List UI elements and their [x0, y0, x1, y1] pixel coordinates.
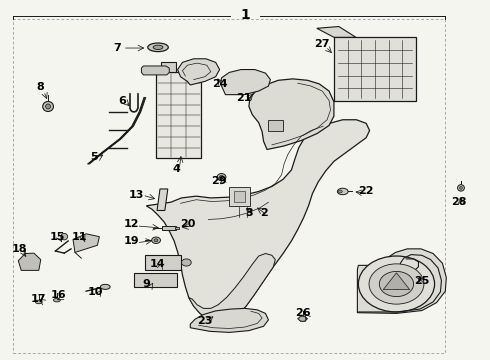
Text: 20: 20	[180, 219, 195, 229]
Text: 14: 14	[149, 259, 165, 269]
Ellipse shape	[458, 185, 465, 191]
Ellipse shape	[153, 45, 163, 49]
Text: 29: 29	[211, 176, 227, 186]
Ellipse shape	[46, 104, 50, 109]
Text: 7: 7	[113, 43, 121, 53]
Text: 2: 2	[260, 208, 268, 218]
Circle shape	[379, 271, 414, 297]
Text: 23: 23	[197, 316, 213, 325]
Text: 18: 18	[11, 244, 27, 254]
Text: 17: 17	[31, 294, 47, 304]
Ellipse shape	[152, 237, 160, 243]
Polygon shape	[156, 72, 201, 158]
Text: 22: 22	[358, 186, 374, 197]
Circle shape	[181, 259, 191, 266]
Polygon shape	[73, 234, 99, 252]
Polygon shape	[147, 120, 369, 320]
Text: 15: 15	[49, 232, 65, 242]
Text: 4: 4	[172, 164, 180, 174]
Polygon shape	[162, 226, 175, 230]
Polygon shape	[234, 192, 245, 202]
Text: 28: 28	[451, 197, 467, 207]
Ellipse shape	[43, 102, 53, 112]
Ellipse shape	[148, 43, 168, 51]
Polygon shape	[161, 62, 175, 72]
Polygon shape	[177, 59, 220, 85]
Text: 6: 6	[118, 96, 126, 106]
Polygon shape	[145, 255, 180, 270]
Text: 12: 12	[124, 219, 139, 229]
Polygon shape	[157, 189, 168, 211]
Polygon shape	[383, 273, 410, 289]
Ellipse shape	[460, 186, 463, 189]
Circle shape	[358, 256, 435, 312]
Ellipse shape	[100, 284, 110, 289]
Text: 8: 8	[36, 82, 44, 93]
Ellipse shape	[61, 233, 68, 240]
Text: 26: 26	[295, 309, 311, 318]
Text: 9: 9	[143, 279, 150, 289]
Polygon shape	[189, 253, 275, 320]
Text: 25: 25	[414, 276, 430, 286]
Polygon shape	[334, 37, 416, 101]
Ellipse shape	[220, 176, 223, 179]
Polygon shape	[229, 187, 250, 206]
Ellipse shape	[35, 300, 42, 304]
Polygon shape	[174, 226, 179, 229]
Text: 11: 11	[72, 232, 88, 242]
Polygon shape	[269, 120, 283, 131]
Text: 27: 27	[315, 40, 330, 49]
Text: 24: 24	[212, 79, 227, 89]
Text: 3: 3	[245, 208, 253, 218]
Ellipse shape	[337, 188, 348, 195]
Text: 1: 1	[240, 8, 250, 22]
Text: 16: 16	[50, 291, 66, 301]
Ellipse shape	[338, 190, 342, 193]
Polygon shape	[357, 249, 446, 314]
Ellipse shape	[217, 174, 226, 181]
Text: 10: 10	[87, 287, 103, 297]
Polygon shape	[317, 27, 356, 37]
Polygon shape	[142, 66, 169, 75]
Circle shape	[369, 264, 424, 304]
Text: 5: 5	[90, 152, 98, 162]
Polygon shape	[249, 79, 334, 149]
Circle shape	[390, 279, 403, 289]
Ellipse shape	[299, 316, 307, 321]
Ellipse shape	[154, 239, 158, 242]
Text: 21: 21	[236, 93, 252, 103]
Polygon shape	[220, 69, 270, 95]
Polygon shape	[190, 309, 269, 332]
Polygon shape	[18, 253, 41, 270]
Ellipse shape	[53, 298, 60, 302]
Text: 13: 13	[129, 190, 144, 200]
Polygon shape	[134, 273, 176, 287]
Text: 19: 19	[124, 236, 140, 246]
